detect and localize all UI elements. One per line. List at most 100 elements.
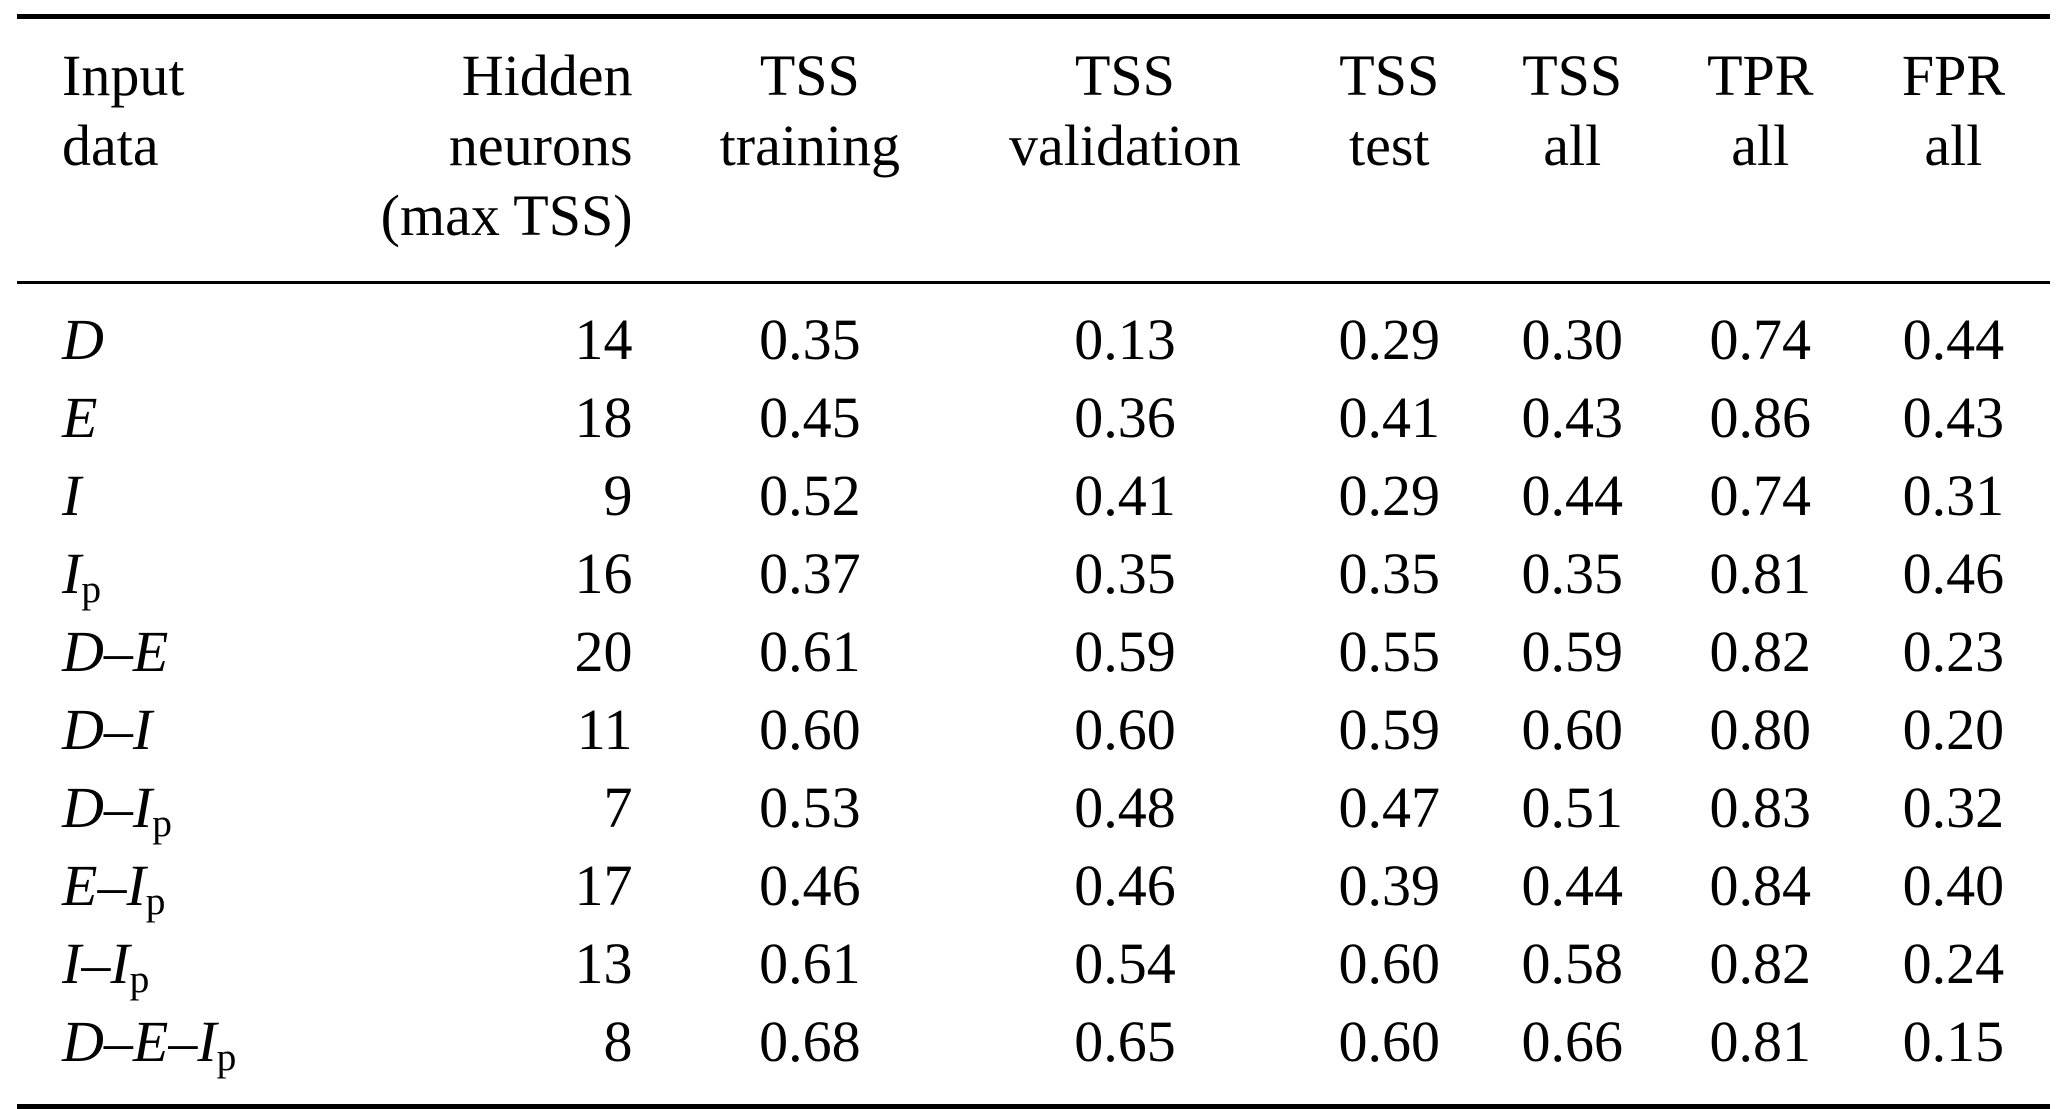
variable-subscript: p — [152, 800, 172, 845]
cell-input-data: D–E — [62, 619, 169, 684]
cell-tss-validation: 0.59 — [1074, 619, 1176, 684]
col-header-tss-validation: TSS validation — [952, 17, 1298, 283]
cell-tss-training: 0.46 — [759, 853, 861, 918]
cell-fpr-all: 0.43 — [1902, 385, 2005, 450]
col-header-line: TSS — [1339, 43, 1440, 108]
cell-fpr-all: 0.32 — [1902, 775, 2005, 840]
table-header: Input data Hidden neurons (max TSS) TSS traini… — [17, 16, 2050, 283]
cell-tss-all: 0.30 — [1521, 307, 1623, 372]
cell-tss-training: 0.45 — [759, 385, 861, 450]
col-header-tss-all: TSS all — [1481, 17, 1664, 283]
cell-hidden-neurons: 18 — [574, 385, 633, 450]
variable-symbol: E — [62, 385, 98, 450]
variable-symbol: I — [62, 541, 82, 606]
cell-tpr-all: 0.74 — [1709, 463, 1812, 528]
col-header-tpr-all: TPR all — [1664, 17, 1857, 283]
table-body: D 14 0.35 0.13 0.29 0.30 0.74 0.44 E 18 0.45 0.36 0.… — [17, 283, 2050, 1107]
variable-symbol: D — [62, 307, 104, 372]
cell-tss-training: 0.61 — [759, 619, 861, 684]
variable-symbol: D — [62, 775, 104, 840]
cell-hidden-neurons: 14 — [574, 307, 633, 372]
cell-tpr-all: 0.83 — [1709, 775, 1812, 840]
cell-input-data: E–Ip — [62, 853, 166, 923]
cell-hidden-neurons: 13 — [574, 931, 633, 996]
cell-input-data: D–I — [62, 697, 153, 762]
variable-subscript: p — [129, 956, 150, 1001]
variable-symbol: D — [62, 697, 104, 762]
cell-tss-validation: 0.35 — [1074, 541, 1176, 606]
col-header-line: TSS — [1074, 43, 1175, 108]
cell-tss-test: 0.47 — [1338, 775, 1441, 840]
cell-tpr-all: 0.81 — [1709, 1009, 1812, 1074]
cell-hidden-neurons: 16 — [574, 541, 633, 606]
cell-hidden-neurons: 20 — [574, 619, 633, 684]
cell-input-data: I–Ip — [62, 931, 150, 1001]
cell-fpr-all: 0.24 — [1902, 931, 2005, 996]
cell-tss-training: 0.68 — [759, 1009, 861, 1074]
table-row: D–E–Ip 8 0.68 0.65 0.60 0.66 0.81 0.15 — [17, 1003, 2050, 1107]
cell-tss-test: 0.55 — [1338, 619, 1441, 684]
col-header-tss-training: TSS training — [668, 17, 953, 283]
variable-symbol: E — [132, 1009, 169, 1074]
variable-subscript: p — [216, 1034, 237, 1079]
cell-tss-validation: 0.46 — [1074, 853, 1176, 918]
table-row: E–Ip 17 0.46 0.46 0.39 0.44 0.84 0.40 — [17, 847, 2050, 925]
variable-symbol: I — [62, 931, 82, 996]
cell-tss-training: 0.52 — [759, 463, 861, 528]
cell-input-data: D — [17, 283, 363, 380]
cell-tss-test: 0.41 — [1338, 385, 1441, 450]
table-row: D–E 20 0.61 0.59 0.55 0.59 0.82 0.23 — [17, 613, 2050, 691]
cell-tss-validation: 0.54 — [1074, 931, 1176, 996]
variable-symbol: I — [62, 463, 82, 528]
table-row: I–Ip 13 0.61 0.54 0.60 0.58 0.82 0.24 — [17, 925, 2050, 1003]
cell-fpr-all: 0.40 — [1902, 853, 2005, 918]
cell-tss-test: 0.29 — [1338, 463, 1441, 528]
cell-tss-training: 0.53 — [759, 775, 861, 840]
cell-fpr-all: 0.31 — [1902, 463, 2005, 528]
cell-hidden-neurons: 7 — [603, 775, 633, 840]
variable-symbol: D — [62, 619, 104, 684]
col-header-line: TPR — [1707, 43, 1814, 108]
cell-input-data: Ip — [17, 535, 363, 613]
col-header-line: neurons — [448, 113, 633, 178]
cell-tss-validation: 0.41 — [1074, 463, 1176, 528]
col-header-line: Input — [62, 43, 185, 108]
cell-hidden-neurons: 9 — [603, 463, 633, 528]
table-row: E 18 0.45 0.36 0.41 0.43 0.86 0.43 — [17, 379, 2050, 457]
cell-fpr-all: 0.20 — [1902, 697, 2005, 762]
col-header-tss-test: TSS test — [1298, 17, 1481, 283]
cell-tss-training: 0.61 — [759, 931, 861, 996]
paper-table-figure: Input data Hidden neurons (max TSS) TSS traini… — [17, 14, 2050, 1109]
table-row: D–I 11 0.60 0.60 0.59 0.60 0.80 0.20 — [17, 691, 2050, 769]
variable-symbol: E — [62, 853, 98, 918]
cell-tpr-all: 0.80 — [1709, 697, 1812, 762]
cell-hidden-neurons: 8 — [603, 1009, 633, 1074]
col-header-line: all — [1924, 113, 1983, 178]
col-header-line: validation — [1008, 113, 1241, 178]
results-table: Input data Hidden neurons (max TSS) TSS traini… — [17, 14, 2050, 1109]
col-header-input: Input data — [17, 17, 363, 283]
col-header-line: all — [1731, 113, 1790, 178]
col-header-line: test — [1348, 113, 1430, 178]
col-header-hidden-neurons: Hidden neurons (max TSS) — [363, 17, 668, 283]
cell-tss-all: 0.51 — [1521, 775, 1623, 840]
table-row: Ip 16 0.37 0.35 0.35 0.35 0.81 0.46 — [17, 535, 2050, 613]
table-row: D 14 0.35 0.13 0.29 0.30 0.74 0.44 — [17, 283, 2050, 380]
cell-tss-training: 0.35 — [759, 307, 861, 372]
cell-hidden-neurons: 17 — [574, 853, 633, 918]
table-row: I 9 0.52 0.41 0.29 0.44 0.74 0.31 — [17, 457, 2050, 535]
cell-tss-test: 0.60 — [1338, 1009, 1441, 1074]
col-header-fpr-all: FPR all — [1857, 17, 2050, 283]
cell-tss-validation: 0.13 — [1074, 307, 1176, 372]
cell-tpr-all: 0.82 — [1709, 931, 1812, 996]
cell-hidden-neurons: 11 — [576, 697, 633, 762]
cell-tpr-all: 0.74 — [1709, 307, 1812, 372]
cell-tss-test: 0.35 — [1338, 541, 1441, 606]
cell-tpr-all: 0.81 — [1709, 541, 1812, 606]
cell-input-data: E — [17, 379, 363, 457]
cell-tss-all: 0.35 — [1521, 541, 1623, 606]
cell-fpr-all: 0.23 — [1902, 619, 2005, 684]
variable-symbol: E — [132, 619, 169, 684]
cell-fpr-all: 0.44 — [1902, 307, 2005, 372]
cell-tss-test: 0.59 — [1338, 697, 1441, 762]
